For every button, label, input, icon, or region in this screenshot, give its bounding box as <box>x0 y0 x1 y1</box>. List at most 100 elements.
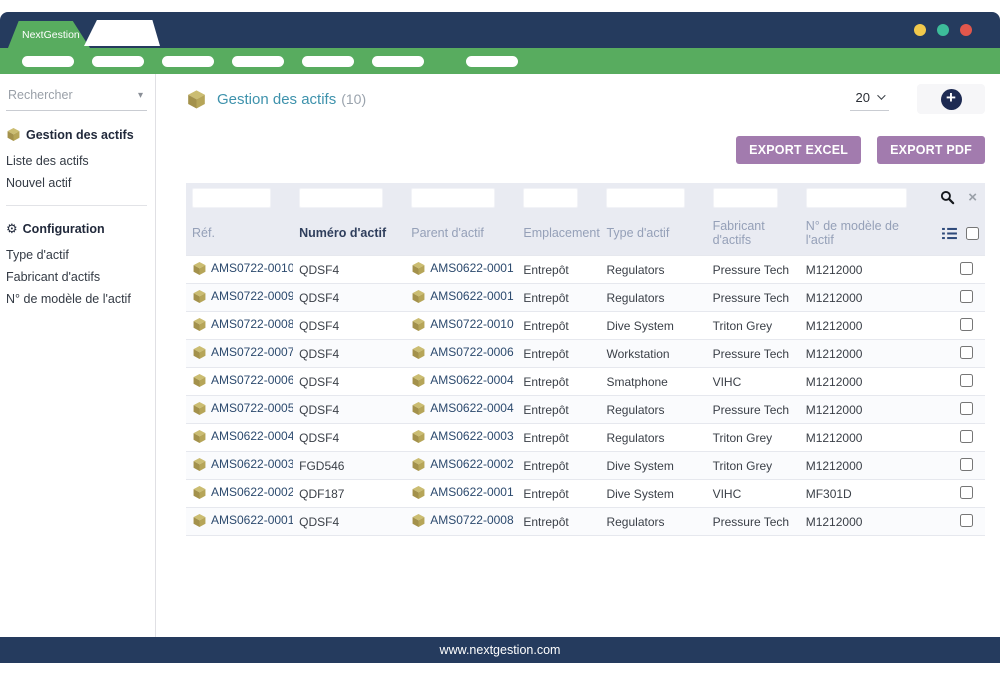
asset-modele: M1212000 <box>799 395 929 424</box>
asset-parent-link[interactable]: AMS0622-0001 <box>411 485 514 500</box>
plus-icon: + <box>940 88 962 110</box>
filter-input-modele[interactable] <box>805 188 907 208</box>
asset-modele: M1212000 <box>799 451 929 480</box>
asset-fabricant: Pressure Tech <box>706 339 800 368</box>
asset-parent-link[interactable]: AMS0722-0006 <box>411 345 514 360</box>
sidebar-search-select[interactable]: Rechercher ▾ <box>6 84 147 111</box>
row-checkbox[interactable] <box>960 261 973 275</box>
asset-parent-link[interactable]: AMS0622-0001 <box>411 261 514 276</box>
sidebar-section-title: Gestion des actifs <box>26 127 134 142</box>
browser-tab: NextGestion <box>8 21 90 48</box>
sidebar-item-modele-actif[interactable]: N° de modèle de l'actif <box>6 292 131 306</box>
page-size-select[interactable]: 20 <box>849 88 889 111</box>
asset-modele: MF301D <box>799 479 929 508</box>
filter-input-ref[interactable] <box>192 188 272 208</box>
asset-ref: AMS0722-0008 <box>211 317 294 331</box>
chevron-down-icon <box>877 91 886 100</box>
nav-pill-placeholder <box>22 55 74 67</box>
add-asset-button[interactable]: + <box>917 84 985 114</box>
col-header-fabricant[interactable]: Fabricant d'actifs <box>706 213 800 256</box>
col-header-numero[interactable]: Numéro d'actif <box>293 213 406 256</box>
box-icon <box>412 485 425 499</box>
row-checkbox[interactable] <box>960 513 973 527</box>
asset-parent: AMS0622-0004 <box>430 401 514 415</box>
filter-input-parent[interactable] <box>411 188 496 208</box>
nav-pill-placeholder <box>372 55 424 67</box>
asset-ref-link[interactable]: AMS0722-0008 <box>192 317 293 332</box>
window-dot-yellow-icon <box>914 24 926 36</box>
sidebar-section-configuration: ⚙ Configuration <box>6 222 147 236</box>
filter-input-emplacement[interactable] <box>523 188 579 208</box>
asset-fabricant: VIHC <box>706 479 800 508</box>
search-icon[interactable] <box>940 190 955 205</box>
asset-parent: AMS0722-0008 <box>430 513 514 527</box>
table-row: AMS0722-0005 QDSF4 AMS0622-0004 Entrepôt… <box>186 395 985 424</box>
footer-url: www.nextgestion.com <box>439 643 561 657</box>
asset-parent-link[interactable]: AMS0722-0008 <box>411 513 514 528</box>
row-checkbox[interactable] <box>960 457 973 471</box>
asset-parent-link[interactable]: AMS0622-0003 <box>411 429 514 444</box>
row-checkbox[interactable] <box>960 345 973 359</box>
main-panel: Gestion des actifs (10) 20 + EXPORT EXCE… <box>156 74 1000 637</box>
col-header-modele[interactable]: N° de modèle de l'actif <box>799 213 929 256</box>
col-header-type[interactable]: Type d'actif <box>600 213 707 256</box>
export-pdf-button[interactable]: EXPORT PDF <box>877 136 985 164</box>
asset-ref: AMS0722-0007 <box>211 345 294 359</box>
filter-input-type[interactable] <box>606 188 685 208</box>
filter-input-fabricant[interactable] <box>712 188 778 208</box>
clear-filters-icon[interactable]: × <box>968 189 977 206</box>
asset-ref: AMS0722-0009 <box>211 289 294 303</box>
row-checkbox[interactable] <box>960 373 973 387</box>
asset-ref-link[interactable]: AMS0622-0003 <box>192 457 293 472</box>
asset-modele: M1212000 <box>799 311 929 340</box>
asset-ref-link[interactable]: AMS0622-0001 <box>192 513 293 528</box>
nav-pill-placeholder <box>162 55 214 67</box>
asset-parent-link[interactable]: AMS0622-0001 <box>411 289 514 304</box>
asset-modele: M1212000 <box>799 507 929 536</box>
filter-input-numero[interactable] <box>299 188 384 208</box>
asset-parent-link[interactable]: AMS0722-0010 <box>411 317 514 332</box>
asset-ref-link[interactable]: AMS0622-0002 <box>192 485 293 500</box>
select-all-checkbox[interactable] <box>966 226 979 240</box>
list-view-icon[interactable] <box>942 227 957 240</box>
sidebar-item-fabricant-actifs[interactable]: Fabricant d'actifs <box>6 270 101 284</box>
asset-emplacement: Entrepôt <box>517 339 601 368</box>
asset-fabricant: Pressure Tech <box>706 395 800 424</box>
col-header-parent[interactable]: Parent d'actif <box>405 213 518 256</box>
row-checkbox[interactable] <box>960 485 973 499</box>
sidebar-item-liste-des-actifs[interactable]: Liste des actifs <box>6 154 89 168</box>
sidebar-section-title: Configuration <box>22 222 105 236</box>
asset-ref-link[interactable]: AMS0722-0005 <box>192 401 293 416</box>
asset-ref-link[interactable]: AMS0722-0007 <box>192 345 293 360</box>
asset-parent-link[interactable]: AMS0622-0004 <box>411 373 514 388</box>
table-row: AMS0722-0010 QDSF4 AMS0622-0001 Entrepôt… <box>186 255 985 284</box>
nav-pill-placeholder <box>232 55 284 67</box>
asset-emplacement: Entrepôt <box>517 367 601 396</box>
browser-titlebar: NextGestion <box>0 12 1000 48</box>
asset-parent-link[interactable]: AMS0622-0004 <box>411 401 514 416</box>
row-checkbox[interactable] <box>960 289 973 303</box>
sidebar-section-assets: Gestion des actifs <box>6 127 147 142</box>
box-icon <box>412 457 425 471</box>
box-icon <box>412 289 425 303</box>
sidebar: Rechercher ▾ Gestion des actifs Liste de… <box>0 74 156 637</box>
col-header-ref[interactable]: Réf. <box>186 213 294 256</box>
export-excel-button[interactable]: EXPORT EXCEL <box>736 136 862 164</box>
asset-ref-link[interactable]: AMS0622-0004 <box>192 429 293 444</box>
page-size-value: 20 <box>855 89 870 105</box>
asset-parent: AMS0622-0003 <box>430 429 514 443</box>
asset-parent: AMS0622-0004 <box>430 373 514 387</box>
asset-ref-link[interactable]: AMS0722-0009 <box>192 289 293 304</box>
asset-ref-link[interactable]: AMS0722-0006 <box>192 373 293 388</box>
row-checkbox[interactable] <box>960 401 973 415</box>
asset-ref-link[interactable]: AMS0722-0010 <box>192 261 293 276</box>
sidebar-item-type-actif[interactable]: Type d'actif <box>6 248 69 262</box>
window-controls <box>914 24 972 36</box>
asset-modele: M1212000 <box>799 339 929 368</box>
row-checkbox[interactable] <box>960 317 973 331</box>
row-checkbox[interactable] <box>960 429 973 443</box>
col-header-emplacement[interactable]: Emplacement <box>517 213 601 256</box>
sidebar-item-nouvel-actif[interactable]: Nouvel actif <box>6 176 72 190</box>
box-icon <box>412 513 425 527</box>
asset-parent-link[interactable]: AMS0622-0002 <box>411 457 514 472</box>
